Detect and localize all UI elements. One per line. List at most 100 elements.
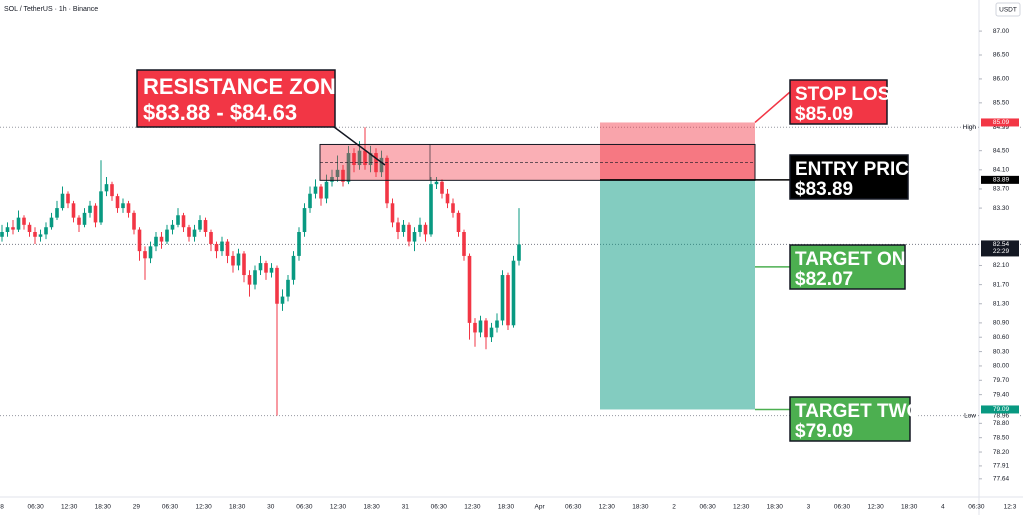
x-tick-label: 18:30	[363, 504, 380, 511]
candle-body	[60, 193, 65, 209]
x-tick-label: 06:30	[834, 504, 851, 511]
candle-body	[506, 275, 510, 326]
chart-title: SOL / TetherUS · 1h · Binance	[4, 6, 98, 13]
x-tick-label: 29	[133, 504, 141, 511]
candle-body	[495, 320, 499, 328]
candle-body	[407, 224, 411, 242]
y-tick-label: 86.00	[993, 76, 1010, 83]
candle-body	[66, 193, 70, 204]
callout-label: $83.88 - $84.63	[143, 100, 297, 125]
candle-body	[462, 231, 466, 256]
x-tick-label: 18:30	[498, 504, 515, 511]
currency: USDT	[999, 7, 1017, 14]
y-tick-label: 82.10	[993, 262, 1010, 269]
candle-body	[192, 229, 197, 237]
candle-body	[236, 253, 241, 266]
candle-body	[319, 186, 323, 199]
x-tick-label: 2	[672, 504, 676, 511]
candle-body	[511, 260, 516, 326]
candle-body	[77, 217, 81, 225]
candle-body	[137, 229, 142, 252]
y-tick-label: 84.50	[993, 147, 1010, 154]
y-tick-label: 83.70	[993, 186, 1010, 193]
candle-body	[187, 227, 191, 237]
candle-body	[500, 275, 505, 321]
candle-body	[214, 243, 219, 252]
x-tick-label: 12:30	[61, 504, 78, 511]
candle-body	[445, 193, 450, 204]
y-tick-label: 81.30	[993, 300, 1010, 307]
candle-body	[198, 220, 202, 230]
candle-body	[302, 208, 307, 232]
candle-body	[154, 236, 158, 247]
candle-body	[16, 217, 21, 230]
candle-body	[181, 215, 186, 228]
candle-body	[253, 270, 257, 285]
candle-body	[5, 227, 10, 232]
candle-body	[335, 169, 340, 177]
candle-body	[484, 320, 488, 338]
candle-body	[0, 231, 4, 237]
candle-body	[247, 275, 252, 285]
reward-zone	[600, 179, 755, 410]
x-tick-label: 18:30	[901, 504, 918, 511]
x-tick-label: 18:30	[767, 504, 784, 511]
x-tick-label: 06:30	[162, 504, 179, 511]
x-tick-label: 4	[941, 504, 945, 511]
candle-body	[148, 246, 153, 259]
x-tick-label: 06:30	[431, 504, 448, 511]
x-tick-label: 31	[402, 504, 410, 511]
stop-axis-label: 85.09	[993, 119, 1010, 126]
y-tick-label: 80.90	[993, 320, 1010, 327]
candle-body	[203, 220, 208, 232]
callout-title: ENTRY PRICE	[795, 159, 922, 180]
y-tick-label: 78.20	[993, 449, 1010, 456]
y-tick-label: 77.91	[993, 463, 1010, 470]
y-tick-label: 80.00	[993, 363, 1010, 370]
y-tick-label: 81.70	[993, 281, 1010, 288]
candle-body	[478, 320, 483, 333]
entry-axis-label-bg	[981, 175, 1019, 184]
candle-body	[159, 236, 164, 242]
last-price-bg	[981, 240, 1019, 257]
y-tick-label: 78.80	[993, 420, 1010, 427]
entry-axis-label: 83.89	[993, 177, 1010, 184]
candle-body	[170, 224, 175, 230]
candle-body	[71, 203, 76, 218]
candle-body	[126, 203, 131, 213]
callout-title: TARGET TWO	[795, 401, 921, 422]
candle-body	[104, 184, 109, 192]
high-label: High	[963, 124, 977, 131]
target-axis-label-bg	[981, 405, 1019, 414]
callout-box	[789, 79, 888, 125]
x-tick-label: 3	[807, 504, 811, 511]
callout-box	[789, 244, 906, 290]
y-tick-label: 78.50	[993, 434, 1010, 441]
candle-body	[44, 227, 48, 235]
candle-body	[451, 203, 455, 213]
y-tick-label: 83.30	[993, 205, 1010, 212]
y-tick-label: 87.00	[993, 28, 1010, 35]
candle-body	[473, 322, 477, 333]
candle-body	[275, 267, 279, 304]
candle-body	[33, 231, 37, 237]
candle-body	[352, 153, 356, 166]
candle-body	[341, 169, 345, 182]
callout-label: $82.07	[795, 269, 853, 290]
currency-box[interactable]	[995, 2, 1021, 17]
callout-title: STOP LOSS	[795, 84, 903, 105]
candle-body	[489, 327, 494, 338]
candle-body	[121, 203, 125, 209]
stop-axis-label-bg	[981, 118, 1019, 127]
candle-body	[401, 224, 406, 232]
candle-body	[517, 244, 521, 261]
x-tick-label: 18:30	[95, 504, 112, 511]
candle-body	[22, 217, 26, 225]
x-tick-label: 06:30	[565, 504, 582, 511]
x-tick-label: Apr	[535, 504, 546, 511]
candle-body	[368, 153, 373, 166]
countdown: 22:29	[993, 248, 1010, 255]
candle-body	[231, 255, 235, 266]
candle-body	[11, 227, 15, 230]
